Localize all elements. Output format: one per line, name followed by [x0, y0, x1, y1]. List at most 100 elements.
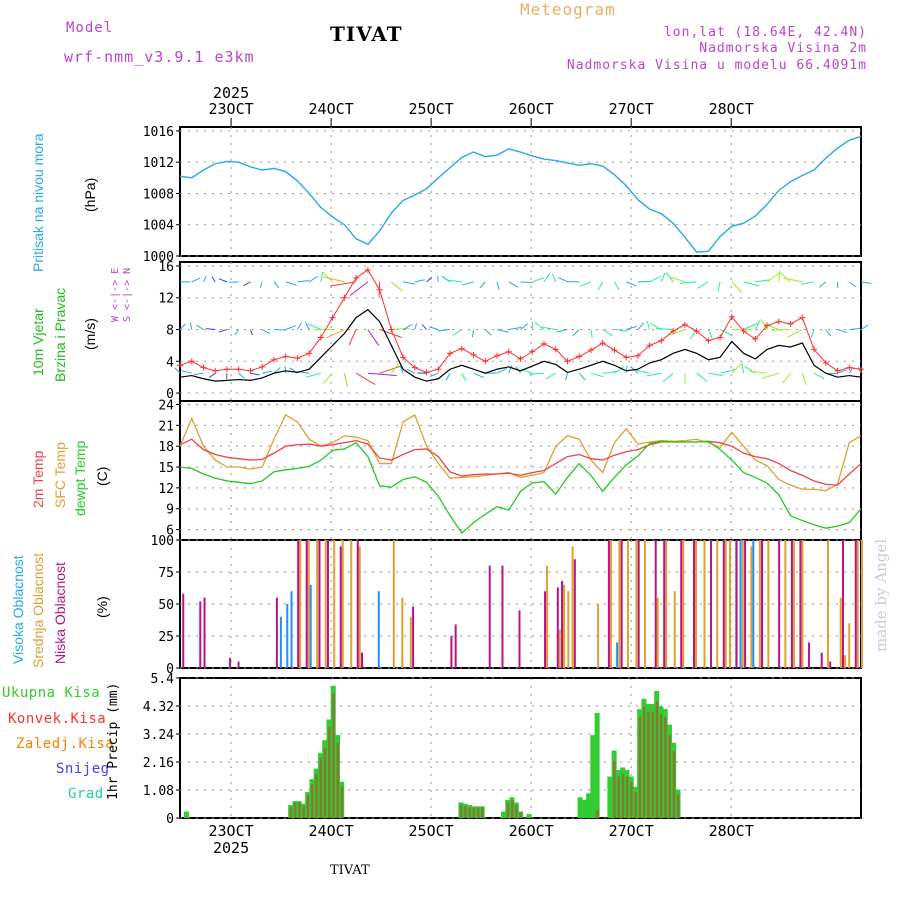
- wind-arrow: [461, 281, 474, 286]
- wind-arrow: [508, 281, 519, 288]
- wind-arrow: [614, 366, 624, 374]
- wind-arrow: [196, 324, 204, 330]
- y-tick-label: 1000: [143, 250, 174, 265]
- precip-conv-bar: [510, 799, 514, 818]
- elevation-label: Nadmorska Visina 2m: [699, 41, 867, 56]
- wind-arrow: [813, 372, 825, 380]
- bottom-date-label: 26OCT: [509, 822, 554, 840]
- y-tick-label: 16: [158, 260, 174, 275]
- y-tick-label: 2.16: [143, 756, 174, 771]
- precip-conv-bar: [476, 807, 480, 818]
- gust-marker: [317, 334, 324, 341]
- precip-conv-bar: [315, 773, 318, 818]
- bottom-year-label: 2025: [213, 839, 249, 857]
- wind-arrow: [749, 370, 768, 374]
- wind-arrow: [249, 329, 253, 336]
- panel-frame: [179, 126, 862, 257]
- gust-marker: [717, 334, 724, 341]
- wind-arrow: [205, 328, 216, 331]
- y-tick-label: 1016: [143, 125, 174, 140]
- wind-arrow: [355, 372, 376, 386]
- precip-conv-bar: [634, 792, 637, 818]
- precip-conv-bar: [298, 802, 301, 818]
- gust-marker: [341, 294, 348, 301]
- wind-arrow: [731, 362, 743, 374]
- gust-marker: [223, 366, 230, 373]
- precip-conv-bar: [621, 773, 625, 818]
- gust-marker: [552, 346, 559, 353]
- y-tick-label: 4: [166, 355, 174, 370]
- wind-arrow: [343, 373, 348, 387]
- gust-marker: [599, 340, 606, 347]
- wind-arrow: [646, 320, 651, 330]
- model-elevation-label: Nadmorska Visina u modelu 66.4091m: [566, 58, 867, 73]
- gust-marker: [658, 337, 665, 344]
- wind-arrow: [760, 319, 768, 330]
- y-tick-label: 1008: [143, 187, 174, 202]
- y-tick-label: 0: [166, 387, 174, 402]
- wind-arrow: [579, 281, 592, 288]
- wind-arrow: [766, 273, 779, 283]
- y-tick-label: 100: [151, 534, 174, 549]
- precip-conv-bar: [327, 727, 331, 818]
- y-tick-label: 4.32: [143, 700, 174, 715]
- wind-arrow: [818, 281, 827, 288]
- wind-arrow: [496, 329, 509, 333]
- y-tick-label: 6: [166, 524, 174, 539]
- wind-arrow: [461, 372, 467, 382]
- wind-arrow: [203, 275, 207, 283]
- wind-arrow: [391, 327, 411, 331]
- model-name: wrf-nmm_v3.9.1 e3km: [64, 48, 255, 66]
- wind-arrow: [508, 326, 522, 331]
- wind-arrow: [662, 372, 674, 382]
- gust-marker: [470, 351, 477, 358]
- precip-conv-bar: [323, 748, 327, 818]
- wind-arrow: [367, 329, 380, 346]
- wind-arrow: [762, 322, 779, 330]
- wind-arrow: [174, 367, 181, 374]
- wind-arrow: [597, 281, 604, 291]
- wind-arrow: [437, 275, 439, 282]
- gust-marker: [787, 320, 794, 327]
- precip-conv-bar: [642, 706, 646, 818]
- cloud-panel: 0 25 50 75 100: [151, 534, 863, 677]
- wind-arrow: [781, 372, 791, 384]
- wind-arrow: [228, 281, 239, 283]
- gust-marker: [482, 358, 489, 365]
- wind-arrow: [193, 372, 204, 376]
- wind-arrow: [296, 322, 302, 330]
- wind-arrow: [285, 325, 297, 330]
- wind-arrow: [800, 281, 815, 285]
- gust-marker: [775, 318, 782, 325]
- wind-arrow: [625, 365, 628, 374]
- gust-marker: [834, 367, 841, 374]
- wind-arrow: [708, 372, 724, 377]
- gust-marker: [247, 367, 254, 374]
- wind-arrow: [668, 276, 686, 283]
- wind-arrow: [259, 281, 263, 289]
- wind-arrow: [529, 372, 545, 375]
- y-tick-label: 24: [158, 398, 174, 413]
- wind-arrow: [649, 275, 661, 283]
- lonlat-label: lon,lat (18.64E, 42.4N): [663, 25, 867, 40]
- wind-arrow: [613, 281, 620, 290]
- wind-arrow: [697, 281, 709, 289]
- precip-total-bar: [577, 797, 583, 818]
- wind-arrow: [719, 369, 735, 374]
- gust-marker: [576, 353, 583, 360]
- wind-arrow: [636, 369, 650, 374]
- wind-arrow: [696, 372, 708, 382]
- wind-arrow: [614, 329, 628, 332]
- top-date-label: 27OCT: [609, 100, 654, 118]
- precip-conv-bar: [613, 760, 616, 818]
- wind-arrow: [349, 281, 369, 297]
- wind-arrow: [508, 365, 513, 374]
- gust-marker: [364, 266, 371, 273]
- wind-arrow: [783, 277, 803, 283]
- wind-arrow: [307, 323, 322, 330]
- precip-conv-bar: [302, 806, 305, 818]
- wind-arrow: [787, 329, 803, 338]
- wind-arrow: [637, 322, 645, 330]
- wind-arrow: [429, 326, 439, 330]
- gust-marker: [799, 314, 806, 321]
